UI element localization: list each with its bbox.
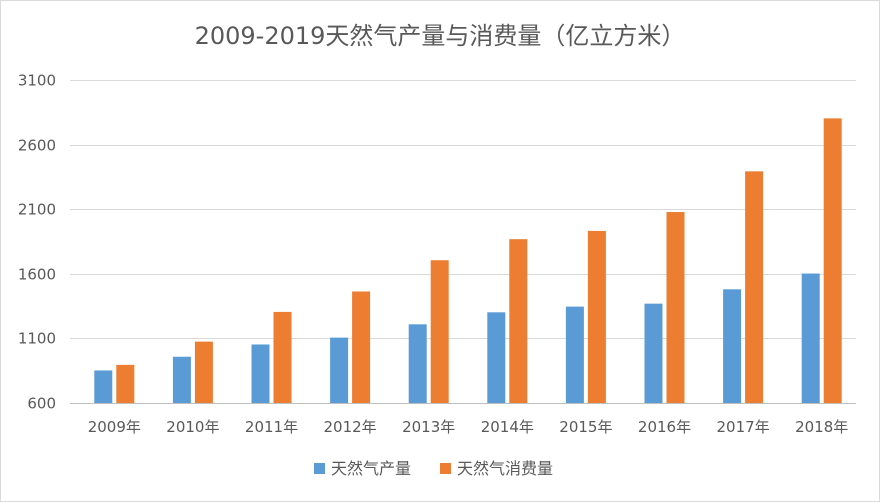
x-tick-label: 2016年 [638,418,691,436]
bar-consumption-2009 [116,364,135,403]
y-tick-label: 3100 [18,72,56,90]
bar-production-2014 [487,312,506,403]
y-axis: 600 1100 1600 2100 2600 3100 [18,72,56,413]
x-tick-label: 2014年 [481,418,534,436]
bar-consumption-2011 [273,311,292,403]
y-tick-label: 600 [27,395,56,413]
x-tick-label: 2013年 [402,418,455,436]
x-tick-label: 2010年 [166,418,219,436]
legend-label-consumption: 天然气消费量 [457,459,553,478]
bar-consumption-2016 [666,212,685,403]
bar-production-2015 [565,306,584,403]
bar-production-2018 [801,273,820,403]
bar-production-2013 [408,324,427,403]
bar-production-2010 [172,356,191,403]
x-tick-label: 2017年 [717,418,770,436]
legend-swatch-consumption [440,463,451,474]
legend: 天然气产量 天然气消费量 [314,459,553,478]
y-tick-label: 2600 [18,137,56,155]
bar-production-2011 [251,344,270,403]
y-tick-label: 1100 [18,330,56,348]
x-tick-label: 2018年 [795,418,848,436]
bar-consumption-2017 [745,171,764,403]
bar-consumption-2013 [430,260,449,403]
x-tick-label: 2012年 [324,418,377,436]
x-tick-label: 2015年 [559,418,612,436]
legend-label-production: 天然气产量 [331,459,411,478]
bar-production-2016 [644,303,663,403]
x-tick-label: 2011年 [245,418,298,436]
x-axis: 2009年 2010年 2011年 2012年 2013年 2014年 2015年 2016年… [88,418,849,436]
bar-consumption-2014 [509,239,528,403]
bar-production-2012 [330,337,349,403]
x-tick-label: 2009年 [88,418,141,436]
bar-production-2017 [723,289,742,403]
legend-swatch-production [314,463,325,474]
chart-title: 2009-2019天然气产量与消费量（亿立方米） [195,22,686,50]
bars [94,118,842,403]
bar-consumption-2015 [587,230,606,403]
bar-consumption-2018 [823,118,842,403]
bar-consumption-2012 [352,291,371,403]
bar-consumption-2010 [194,341,213,403]
bar-production-2009 [94,370,113,403]
y-tick-label: 2100 [18,201,56,219]
y-tick-label: 1600 [18,266,56,284]
